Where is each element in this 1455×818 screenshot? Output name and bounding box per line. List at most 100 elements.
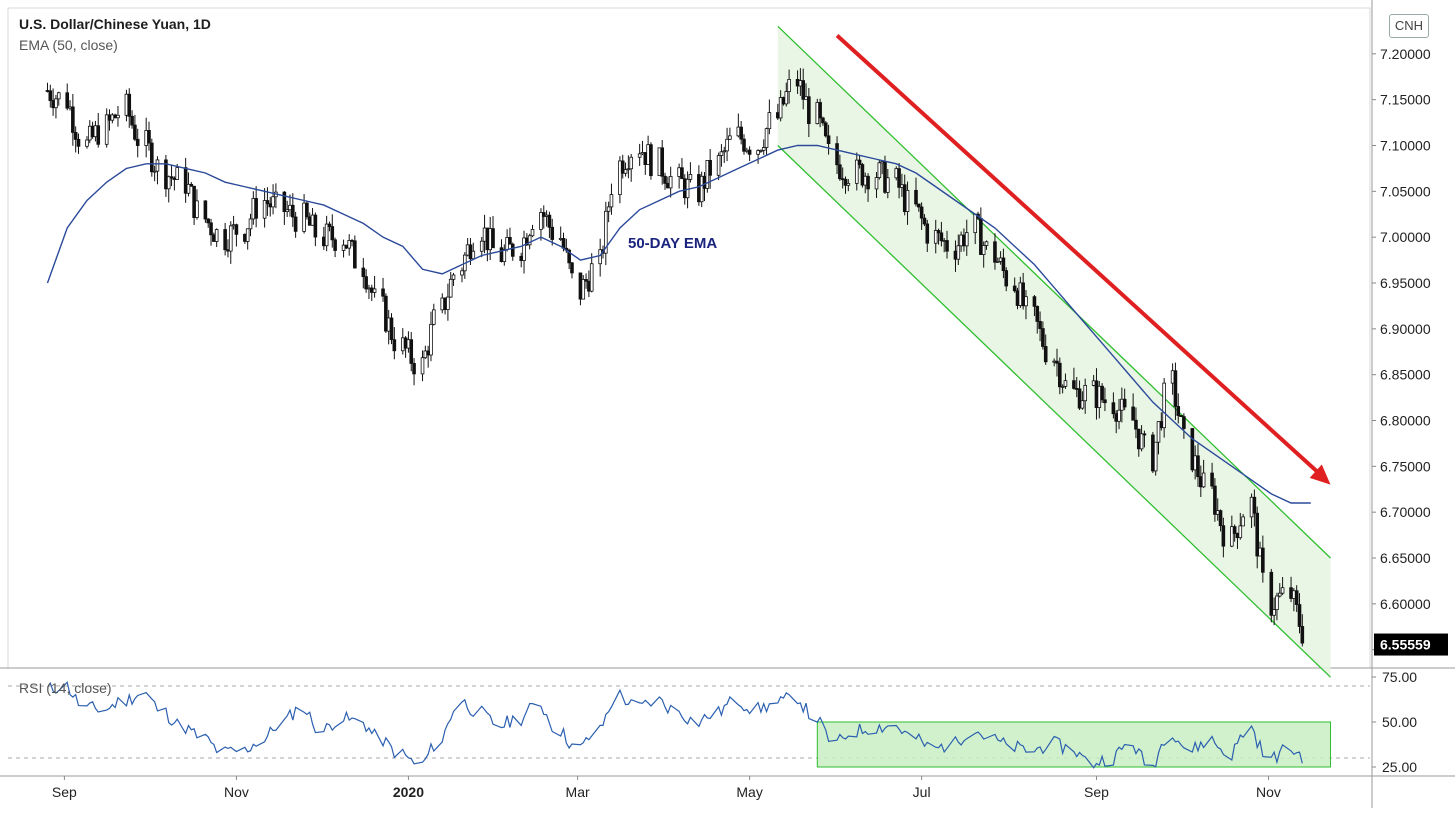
price-tick-label: 7.20000 (1380, 46, 1431, 62)
channel-upper-line (777, 25, 1331, 559)
candle-body (936, 230, 941, 234)
candle-body (787, 79, 791, 93)
channel-lower-line (777, 145, 1331, 678)
candle-body (804, 96, 808, 100)
candle-body (1230, 526, 1234, 547)
candle-body (251, 198, 256, 220)
candle-body (353, 240, 357, 269)
candle-body (369, 287, 374, 293)
price-tick-label: 6.95000 (1380, 275, 1431, 291)
candle-body (677, 167, 681, 177)
trend-arrow-layer (835, 34, 1331, 485)
candle-body (705, 159, 710, 189)
candle-body (1297, 604, 1302, 627)
candle-body (759, 149, 763, 152)
candle-body (914, 189, 918, 205)
candle-body (1080, 400, 1085, 409)
candle-body (530, 229, 535, 237)
candle-body (468, 244, 473, 260)
candle-body (429, 323, 433, 356)
candle-body (203, 200, 208, 220)
rsi-tick-label: 25.00 (1382, 759, 1417, 775)
candle-body (440, 297, 445, 311)
price-tick-label: 7.15000 (1380, 92, 1431, 108)
candle-body (1241, 516, 1245, 527)
candle-body (1193, 455, 1197, 471)
candle-body (1134, 419, 1138, 430)
candle-body (288, 204, 292, 211)
candle-body (1120, 398, 1124, 411)
candle-body (984, 241, 989, 246)
candle-body (508, 237, 512, 245)
candle-body (291, 204, 295, 218)
candle-body (522, 237, 526, 261)
candle-body (392, 339, 397, 352)
candle-body (1190, 428, 1195, 471)
candle-body (96, 125, 101, 145)
last-price-badge (1374, 633, 1448, 656)
candle-body (1269, 571, 1274, 616)
candle-body (643, 152, 648, 165)
candle-body (1091, 380, 1096, 386)
candle-body (618, 160, 622, 195)
price-tick-label: 6.90000 (1380, 321, 1431, 337)
candle-body (1015, 290, 1020, 306)
candle-body (1077, 388, 1082, 409)
candle-body (262, 200, 267, 219)
trend-channel (777, 25, 1331, 678)
candle-body (905, 189, 910, 212)
candle-body (1043, 346, 1048, 363)
axes-layer: 6.550006.600006.650006.700006.750006.800… (52, 46, 1448, 800)
candle-body (541, 212, 546, 217)
candle-body (821, 117, 825, 124)
candle-body (962, 234, 966, 247)
candle-body (1159, 421, 1164, 429)
candle-body (1103, 399, 1107, 404)
candle-body (606, 206, 611, 212)
candle-body (1199, 476, 1203, 488)
candle-body (110, 114, 115, 121)
candle-body (626, 168, 631, 171)
candle-body (660, 147, 665, 177)
time-tick-label: Jul (913, 784, 931, 800)
candle-body (1100, 385, 1104, 401)
candle-body (1139, 433, 1144, 450)
price-tick-label: 6.65000 (1380, 550, 1431, 566)
candle-body (381, 288, 385, 297)
currency-badge[interactable]: CNH (1389, 14, 1429, 38)
candle-body (192, 185, 196, 218)
candle-body (722, 150, 727, 153)
candle-body (226, 249, 230, 252)
candle-body (386, 317, 391, 332)
candle-body (1074, 387, 1079, 390)
candle-body (327, 223, 332, 227)
candle-body (979, 217, 983, 255)
candle-body (1170, 370, 1175, 384)
candle-body (51, 100, 55, 109)
candle-body (1280, 587, 1285, 594)
candle-body (956, 245, 961, 260)
candle-body (248, 218, 253, 230)
candle-body (666, 182, 670, 189)
candle-body (900, 184, 904, 188)
candle-body (265, 200, 270, 205)
candle-body (147, 130, 151, 144)
candle-body (460, 270, 464, 276)
candle-body (231, 224, 236, 227)
candle-body (367, 287, 371, 290)
candle-body (183, 167, 188, 194)
candle-body (708, 159, 712, 176)
candle-body (491, 228, 495, 249)
candle-body (784, 91, 789, 105)
candle-body (649, 144, 653, 177)
candle-body (1041, 328, 1045, 347)
candle-body (1114, 413, 1119, 422)
candle-body (1210, 472, 1214, 487)
candle-body (1182, 416, 1186, 429)
candle-body (863, 175, 868, 186)
candle-body (1117, 409, 1121, 422)
candle-body (818, 102, 822, 119)
candle-body (1249, 496, 1254, 518)
candle-body (1300, 626, 1305, 644)
